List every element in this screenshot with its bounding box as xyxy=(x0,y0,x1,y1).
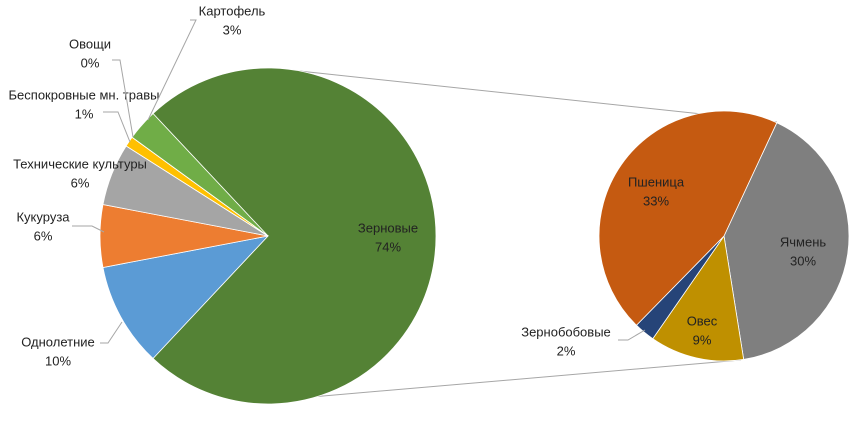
slice-label: Кукуруза xyxy=(16,209,70,224)
pie-slice xyxy=(131,112,269,237)
slice-label: Однолетние xyxy=(21,334,95,349)
slice-value-label: 9% xyxy=(693,332,712,347)
slice-label: Овес xyxy=(687,313,718,328)
slice-value-label: 33% xyxy=(643,193,669,208)
leader-line xyxy=(72,225,105,233)
pie-slice xyxy=(598,110,778,326)
slice-value-label: 6% xyxy=(71,175,90,190)
pie-slice xyxy=(152,67,437,405)
pie-slice xyxy=(723,122,850,360)
slice-value-label: 6% xyxy=(34,228,53,243)
slice-label: Пшеница xyxy=(628,174,685,189)
slice-label: Зернобобовые xyxy=(521,324,611,339)
slice-label: Ячмень xyxy=(780,234,827,249)
slice-label: Беспокровные мн. травы xyxy=(9,87,160,102)
pie-slice xyxy=(652,234,745,362)
slice-label: Овощи xyxy=(69,36,111,51)
leader-line xyxy=(618,329,646,341)
slice-value-label: 1% xyxy=(75,106,94,121)
slice-value-label: 3% xyxy=(223,22,242,37)
pie-slice xyxy=(102,235,270,360)
slice-value-label: 74% xyxy=(375,239,401,254)
slice-label: Технические культуры xyxy=(13,156,147,171)
leader-line xyxy=(112,59,134,138)
leader-line xyxy=(103,111,131,143)
slice-value-label: 10% xyxy=(45,353,71,368)
connector-line xyxy=(289,69,778,123)
slice-value-label: 30% xyxy=(790,253,816,268)
connector-line xyxy=(299,359,742,399)
slice-label: Зерновые xyxy=(358,220,418,235)
leader-line xyxy=(100,321,123,344)
slice-label: Картофель xyxy=(199,3,266,18)
slice-value-label: 2% xyxy=(557,343,576,358)
slice-value-label: 0% xyxy=(81,55,100,70)
leader-line xyxy=(147,19,197,121)
